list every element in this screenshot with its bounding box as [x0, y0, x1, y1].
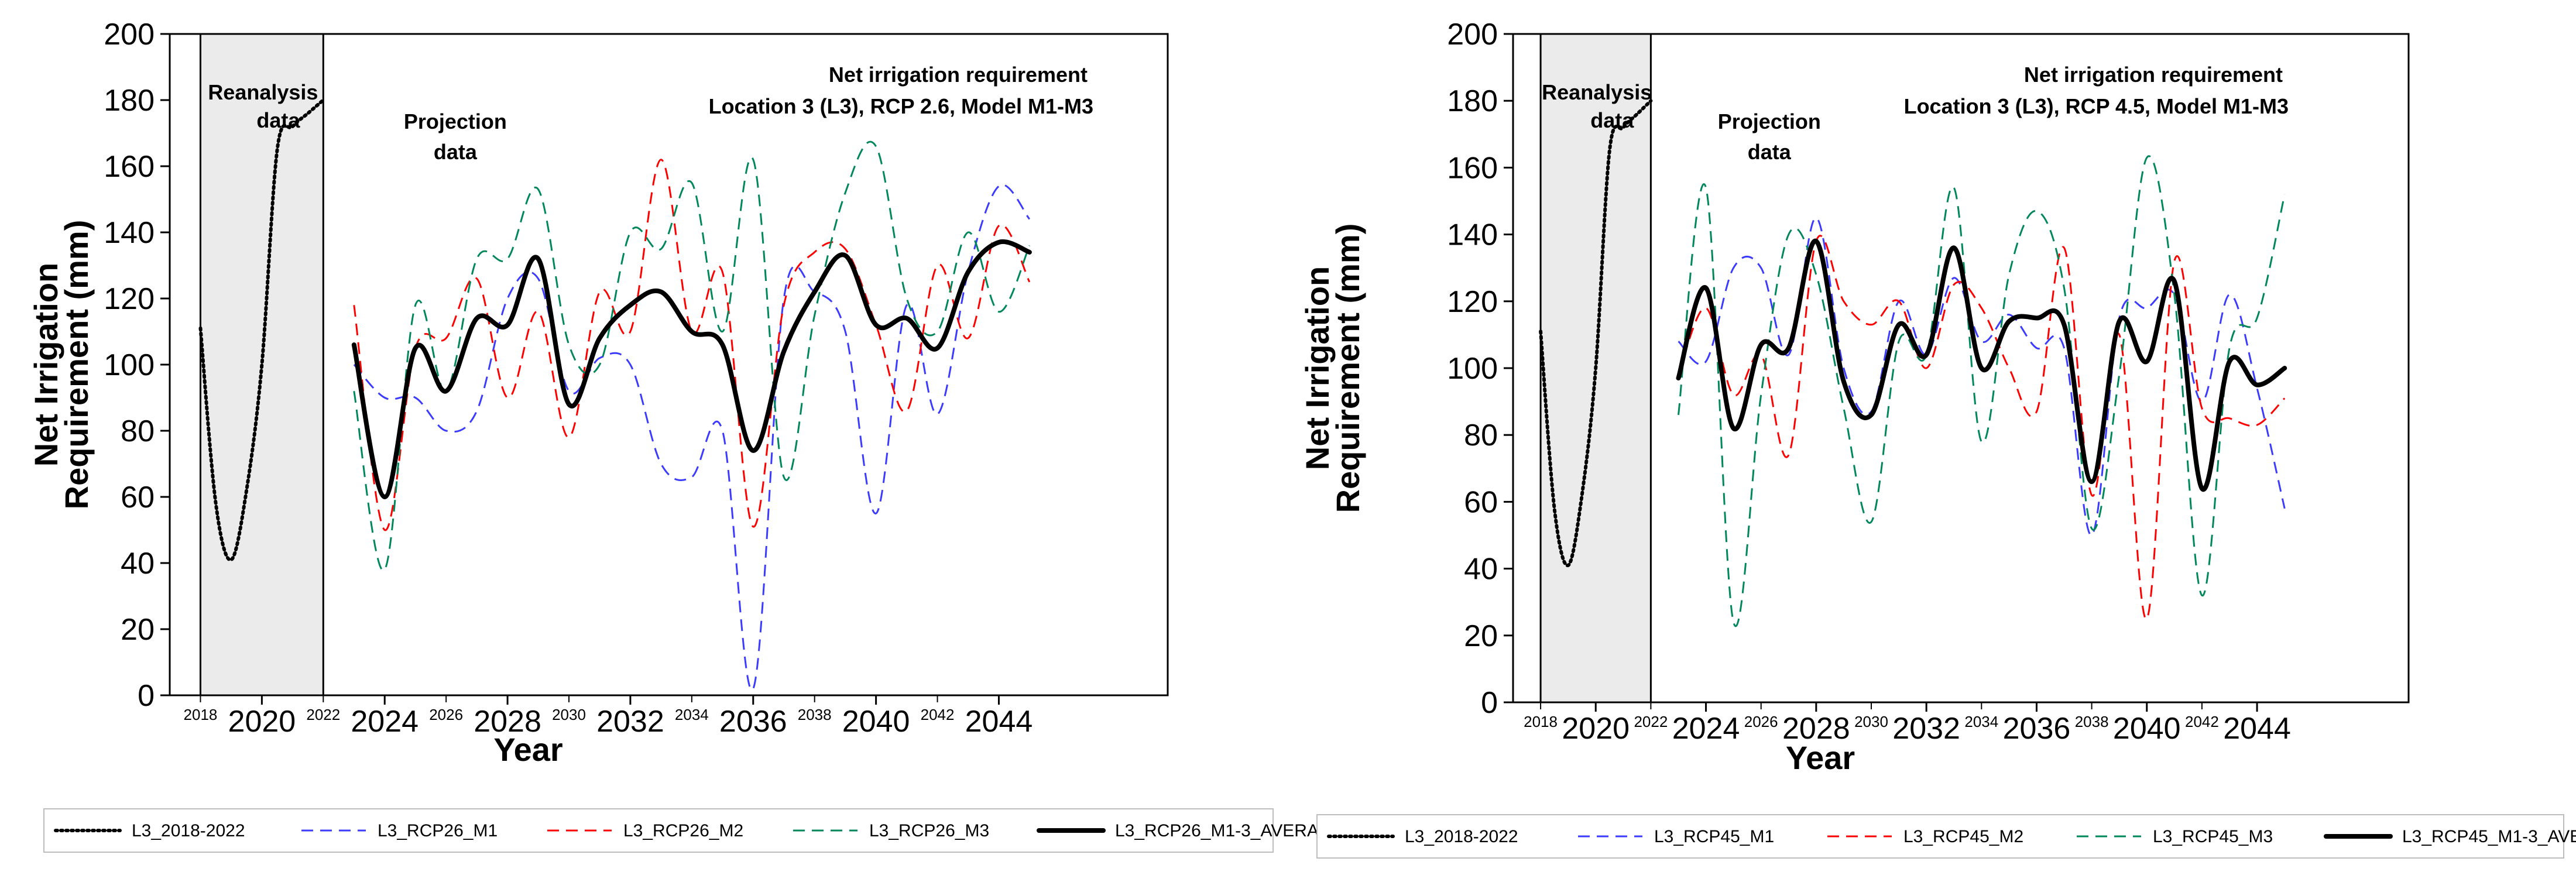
- projection-label-line2: data: [434, 140, 478, 164]
- y-axis-title-line1: Net Irrigation: [28, 263, 64, 466]
- legend: L3_2018-2022 L3_RCP26_M1 L3_RCP26_M2 L3_RCP…: [43, 808, 1344, 853]
- x-minor-tick-label: 2034: [675, 706, 709, 723]
- projection-label-line2: data: [1748, 140, 1792, 164]
- y-tick-label: 40: [1464, 552, 1498, 586]
- y-tick-label: 60: [1464, 485, 1498, 519]
- y-axis-title-line1: Net Irrigation: [1299, 266, 1336, 470]
- legend-label: L3_RCP45_M1-3_AVERAGE: [2402, 827, 2576, 846]
- x-minor-tick-label: 2022: [1634, 713, 1668, 730]
- chart-title: Net irrigation requirement: [2024, 63, 2283, 87]
- y-tick-label: 180: [1447, 84, 1498, 118]
- series-line-3: [1678, 235, 2286, 620]
- series-line-4: [353, 140, 1031, 572]
- chart-title: Net irrigation requirement: [829, 63, 1088, 87]
- x-minor-tick-label: 2026: [1744, 713, 1778, 730]
- y-axis-title-line2: Requirement (mm): [1329, 224, 1366, 513]
- series-line-4: [1678, 155, 2286, 627]
- x-minor-tick-label: 2030: [1854, 713, 1888, 730]
- legend-label: L3_RCP26_M2: [623, 821, 743, 840]
- legend-label: L3_2018-2022: [1405, 827, 1518, 846]
- legend-label: L3_RCP26_M3: [869, 821, 989, 840]
- legend-label: L3_RCP45_M2: [1903, 827, 2023, 846]
- x-tick-label: 2032: [1892, 712, 1960, 746]
- x-tick-label: 2040: [2113, 712, 2181, 746]
- y-tick-label: 100: [104, 348, 155, 382]
- y-tick-label: 200: [104, 18, 155, 52]
- x-tick-label: 2044: [2223, 712, 2291, 746]
- series-line-1: [198, 98, 325, 562]
- x-tick-label: 2020: [1562, 712, 1630, 746]
- y-tick-label: 20: [121, 613, 155, 647]
- x-minor-tick-label: 2018: [1524, 713, 1558, 730]
- legend-label: L3_RCP45_M1: [1654, 827, 1774, 846]
- series-line-2: [1678, 217, 2286, 537]
- y-tick-label: 140: [1447, 218, 1498, 252]
- x-minor-tick-label: 2018: [184, 706, 218, 723]
- series-line-3: [353, 159, 1031, 531]
- legend-label: L3_RCP45_M3: [2153, 827, 2273, 846]
- y-tick-label: 160: [104, 150, 155, 184]
- y-tick-label: 20: [1464, 619, 1498, 653]
- x-axis-title: Year: [493, 731, 562, 768]
- x-minor-tick-label: 2038: [2075, 713, 2109, 730]
- y-tick-label: 120: [1447, 285, 1498, 319]
- x-axis-title: Year: [1786, 739, 1855, 776]
- chart-subtitle: Location 3 (L3), RCP 4.5, Model M1-M3: [1904, 94, 2289, 118]
- reanalysis-label-line1: Reanalysis: [208, 80, 318, 104]
- y-tick-label: 140: [104, 216, 155, 250]
- x-minor-tick-label: 2022: [306, 706, 340, 723]
- y-tick-label: 60: [121, 481, 155, 514]
- y-axis-title-line2: Requirement (mm): [58, 220, 95, 510]
- chart-subtitle: Location 3 (L3), RCP 2.6, Model M1-M3: [709, 94, 1093, 118]
- y-tick-label: 120: [104, 282, 155, 316]
- series-line-2: [353, 184, 1031, 691]
- y-tick-label: 80: [1464, 418, 1498, 452]
- x-tick-label: 2024: [351, 705, 419, 739]
- x-tick-label: 2020: [228, 705, 296, 739]
- y-tick-label: 100: [1447, 352, 1498, 386]
- legend: L3_2018-2022 L3_RCP45_M1 L3_RCP45_M2 L3_RCP…: [1316, 814, 2576, 859]
- y-tick-label: 180: [104, 84, 155, 118]
- reanalysis-label-line1: Reanalysis: [1542, 80, 1652, 104]
- series-line-5: [1676, 238, 2287, 492]
- legend-label: L3_RCP26_M1-3_AVERAGE: [1115, 821, 1344, 840]
- x-minor-tick-label: 2030: [552, 706, 586, 723]
- reanalysis-label-line2: data: [256, 108, 300, 132]
- x-minor-tick-label: 2026: [429, 706, 463, 723]
- y-tick-label: 0: [1481, 686, 1498, 720]
- legend-label: L3_2018-2022: [132, 821, 245, 840]
- reanalysis-label-line2: data: [1590, 108, 1634, 132]
- x-tick-label: 2028: [474, 705, 541, 739]
- x-tick-label: 2044: [965, 705, 1033, 739]
- series-line-1: [1539, 99, 1653, 567]
- y-tick-label: 80: [121, 414, 155, 448]
- y-tick-label: 40: [121, 547, 155, 581]
- x-tick-label: 2032: [596, 705, 664, 739]
- x-tick-label: 2028: [1782, 712, 1850, 746]
- y-tick-label: 160: [1447, 151, 1498, 185]
- projection-label-line1: Projection: [404, 109, 507, 133]
- x-tick-label: 2036: [719, 705, 787, 739]
- legend-label: L3_RCP26_M1: [378, 821, 498, 840]
- y-tick-label: 0: [138, 679, 155, 713]
- x-minor-tick-label: 2038: [798, 706, 832, 723]
- x-tick-label: 2024: [1672, 712, 1740, 746]
- x-minor-tick-label: 2034: [1964, 713, 1998, 730]
- x-minor-tick-label: 2042: [921, 706, 955, 723]
- series-line-5: [351, 239, 1032, 500]
- x-minor-tick-label: 2042: [2185, 713, 2219, 730]
- y-tick-label: 200: [1447, 18, 1498, 52]
- projection-label-line1: Projection: [1718, 109, 1821, 133]
- x-tick-label: 2036: [2003, 712, 2071, 746]
- x-tick-label: 2040: [842, 705, 910, 739]
